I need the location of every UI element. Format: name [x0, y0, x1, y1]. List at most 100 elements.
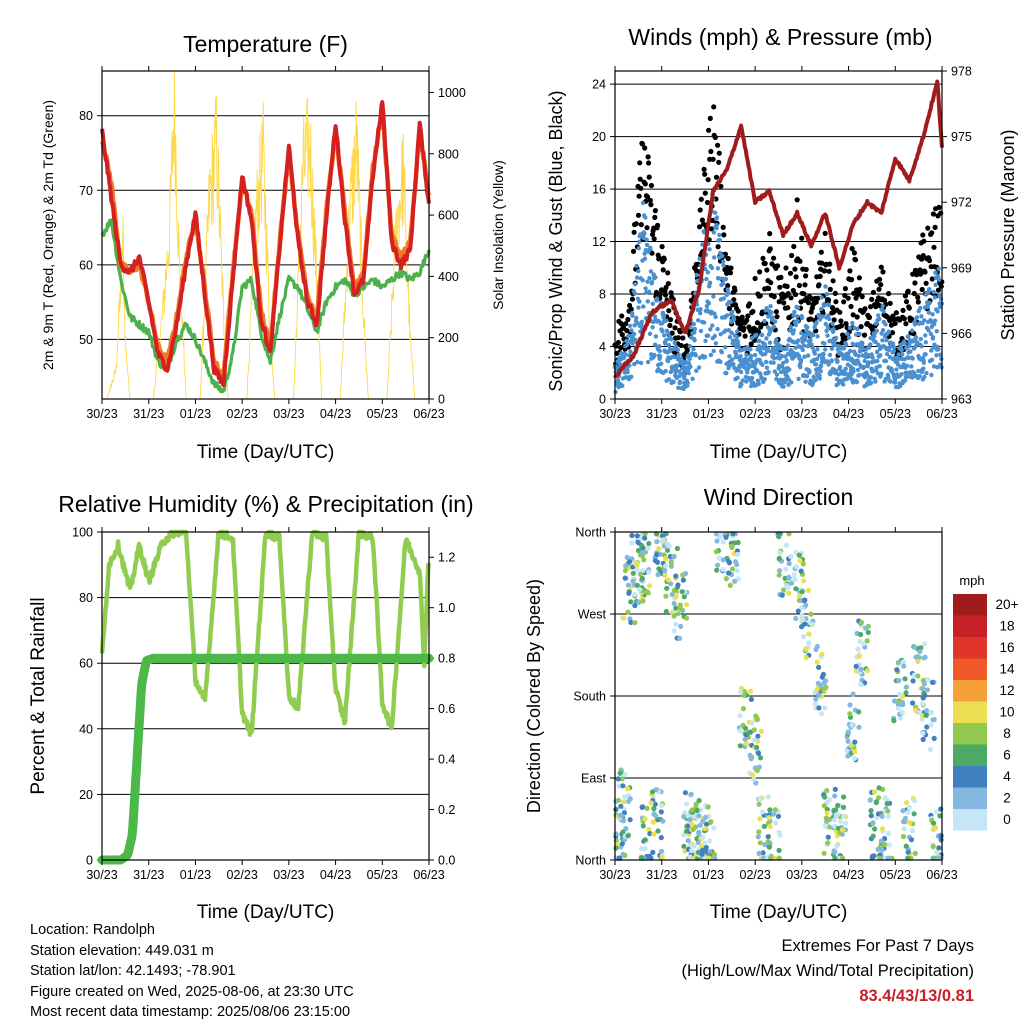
direction-point — [734, 562, 740, 568]
gust-point — [919, 286, 925, 293]
direction-point — [716, 555, 722, 561]
wind-point — [643, 215, 648, 220]
wind-point — [645, 279, 650, 284]
wind-point — [893, 380, 898, 385]
direction-point — [702, 825, 708, 832]
gust-point — [642, 181, 648, 187]
direction-point — [623, 563, 629, 569]
direction-point — [767, 807, 773, 813]
wind-point — [648, 269, 654, 274]
wind-point — [738, 354, 743, 359]
wind-point — [830, 321, 835, 326]
gust-point — [796, 282, 803, 289]
gust-point — [838, 323, 845, 329]
gust-point — [830, 278, 836, 284]
direction-y-tick-label: South — [573, 690, 606, 704]
gust-point — [764, 267, 770, 273]
gust-point — [647, 197, 653, 203]
gust-point — [792, 291, 799, 298]
direction-point — [671, 628, 677, 634]
wind-point — [723, 345, 728, 350]
wind-point — [771, 324, 777, 329]
wind-point — [772, 319, 778, 324]
direction-point — [662, 568, 668, 574]
wind-point — [851, 369, 856, 374]
wind-point — [791, 328, 796, 333]
winds-y-axis-label: Sonic/Prop Wind & Gust (Blue, Black) — [546, 90, 566, 391]
wind-point — [701, 320, 707, 325]
direction-point — [689, 848, 695, 854]
direction-point — [644, 805, 650, 812]
gust-point — [675, 335, 681, 341]
gust-point — [790, 287, 796, 294]
gust-point — [680, 335, 686, 341]
direction-point — [694, 807, 700, 814]
direction-point — [700, 847, 706, 853]
direction-point — [735, 551, 741, 558]
direction-point — [885, 813, 892, 820]
direction-point — [786, 590, 792, 596]
gust-point — [827, 261, 833, 267]
wind-point — [860, 344, 865, 349]
direction-point — [894, 667, 900, 673]
wind-point — [634, 275, 640, 280]
direction-point — [839, 827, 846, 833]
wind-point — [826, 316, 832, 322]
wind-point — [666, 377, 672, 382]
gust-point — [659, 244, 665, 250]
direction-point — [622, 852, 628, 859]
direction-point — [751, 776, 757, 782]
wind-point — [730, 309, 735, 314]
direction-point — [910, 700, 916, 706]
humidity-y-right-tick-label: 1.0 — [438, 601, 455, 615]
legend-swatch — [953, 594, 987, 616]
direction-point — [797, 558, 803, 564]
gust-point — [776, 299, 782, 305]
wind-point — [891, 344, 896, 350]
direction-point — [772, 807, 779, 813]
wind-point — [935, 309, 940, 314]
direction-point — [742, 736, 748, 743]
gust-point — [767, 246, 773, 252]
wind-point — [648, 245, 653, 250]
gust-point — [721, 232, 727, 238]
gust-point — [915, 294, 921, 300]
direction-point — [671, 613, 677, 619]
wind-point — [850, 320, 855, 326]
legend-label: 0 — [1003, 812, 1011, 827]
direction-point — [652, 558, 659, 564]
direction-y-axis-label: Direction (Colored By Speed) — [524, 579, 544, 813]
legend-label: 8 — [1003, 726, 1011, 741]
wind-point — [650, 325, 655, 330]
gust-points — [612, 104, 945, 375]
wind-point — [745, 370, 750, 375]
wind-point — [624, 338, 629, 344]
gust-point — [816, 282, 822, 288]
direction-point — [673, 621, 679, 627]
wind-point — [720, 253, 725, 259]
gust-point — [827, 286, 833, 292]
gust-point — [848, 303, 854, 310]
wind-point — [666, 343, 671, 348]
direction-point — [683, 570, 689, 577]
direction-point — [646, 569, 652, 575]
wind-point — [691, 347, 696, 352]
direction-point — [856, 653, 862, 659]
wind-point — [731, 317, 737, 322]
direction-point — [748, 688, 754, 695]
wind-point — [757, 346, 763, 351]
gust-point — [732, 287, 738, 293]
wind-point — [758, 371, 763, 376]
direction-point — [833, 813, 840, 819]
direction-point — [776, 847, 782, 854]
wind-point — [703, 338, 708, 344]
direction-point — [870, 820, 876, 827]
direction-point — [641, 557, 647, 563]
direction-point — [617, 770, 623, 776]
direction-point — [908, 837, 915, 843]
gust-point — [838, 318, 844, 324]
wind-point — [715, 266, 721, 271]
direction-point — [690, 826, 696, 833]
gust-point — [869, 296, 875, 302]
temperature-y-right-tick-label: 1000 — [438, 86, 466, 100]
